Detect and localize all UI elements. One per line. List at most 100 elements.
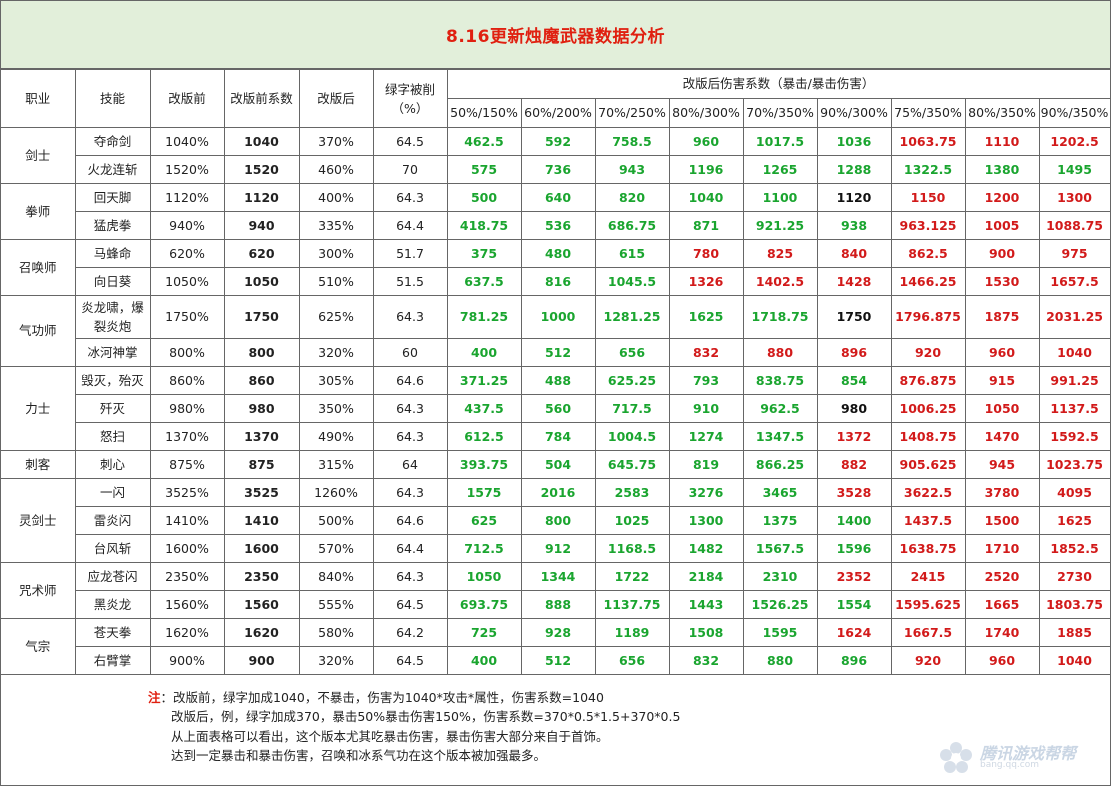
damage-value-cell: 1526.25 bbox=[742, 590, 818, 619]
damage-value-cell: 512 bbox=[520, 338, 596, 367]
damage-value-cell: 1036 bbox=[816, 127, 892, 156]
coef-cell: 1370 bbox=[223, 422, 300, 451]
damage-value-cell: 1567.5 bbox=[742, 534, 818, 563]
damage-value-cell: 3465 bbox=[742, 478, 818, 507]
damage-value-cell: 1667.5 bbox=[890, 618, 966, 647]
table-row: 召唤师 马蜂命 620% 620 300% 51.7 375 480 615 780 825 840 8… bbox=[1, 239, 1111, 296]
damage-value-cell: 2583 bbox=[594, 478, 670, 507]
damage-value-cell: 1300 bbox=[668, 506, 744, 535]
cut-cell: 51.5 bbox=[372, 267, 448, 296]
cut-cell: 64 bbox=[372, 450, 448, 479]
damage-value-cell: 1137.75 bbox=[594, 590, 670, 619]
damage-value-cell: 991.25 bbox=[1038, 366, 1111, 395]
header-before-coef: 改版前系数 bbox=[223, 69, 300, 128]
damage-value-cell: 1040 bbox=[1038, 338, 1111, 367]
cut-cell: 64.4 bbox=[372, 211, 448, 240]
note-line-3: 从上面表格可以看出，这个版本尤其吃暴击伤害，暴击伤害大部分来自于首饰。 bbox=[171, 728, 609, 744]
before-cell: 1560% bbox=[149, 590, 225, 619]
damage-value-cell: 500 bbox=[446, 183, 522, 212]
coef-cell: 1120 bbox=[223, 183, 300, 212]
skill-cell: 火龙连斩 bbox=[74, 155, 151, 184]
damage-value-cell: 980 bbox=[816, 394, 892, 423]
damage-value-cell: 1400 bbox=[816, 506, 892, 535]
damage-value-cell: 1624 bbox=[816, 618, 892, 647]
damage-value-cell: 945 bbox=[964, 450, 1040, 479]
rate-header-cell: 90%/300% bbox=[816, 98, 892, 128]
damage-value-cell: 1202.5 bbox=[1038, 127, 1111, 156]
damage-value-cell: 2352 bbox=[816, 562, 892, 591]
damage-value-cell: 920 bbox=[890, 646, 966, 675]
damage-value-cell: 1592.5 bbox=[1038, 422, 1111, 451]
before-cell: 620% bbox=[149, 239, 225, 268]
before-cell: 2350% bbox=[149, 562, 225, 591]
damage-value-cell: 1596 bbox=[816, 534, 892, 563]
watermark-brand: 腾讯游戏帮帮 bbox=[980, 744, 1077, 763]
damage-value-cell: 1625 bbox=[668, 295, 744, 339]
skill-cell: 马蜂命 bbox=[74, 239, 151, 268]
header-skill: 技能 bbox=[74, 69, 151, 128]
damage-value-cell: 1100 bbox=[742, 183, 818, 212]
damage-value-cell: 1200 bbox=[964, 183, 1040, 212]
skill-cell: 毁灭，殆灭 bbox=[74, 366, 151, 395]
damage-value-cell: 1803.75 bbox=[1038, 590, 1111, 619]
note-line-4: 达到一定暴击和暴击伤害，召唤和冰系气功在这个版本被加强最多。 bbox=[171, 748, 547, 764]
before-cell: 1370% bbox=[149, 422, 225, 451]
skill-cell: 向日葵 bbox=[74, 267, 151, 296]
damage-value-cell: 1110 bbox=[964, 127, 1040, 156]
after-cell: 460% bbox=[298, 155, 374, 184]
damage-value-cell: 880 bbox=[742, 646, 818, 675]
damage-value-cell: 560 bbox=[520, 394, 596, 423]
damage-value-cell: 2184 bbox=[668, 562, 744, 591]
damage-value-cell: 888 bbox=[520, 590, 596, 619]
damage-value-cell: 862.5 bbox=[890, 239, 966, 268]
damage-value-cell: 962.5 bbox=[742, 394, 818, 423]
after-cell: 400% bbox=[298, 183, 374, 212]
table-row: 刺客 刺心 875% 875 315% 64 393.75 504 645.75 819 866.2… bbox=[1, 450, 1111, 479]
table-row: 右臂掌 900% 900 320% 64.5 400 512 656 832 880 896 920 9… bbox=[1, 646, 1111, 675]
after-cell: 625% bbox=[298, 295, 374, 339]
damage-value-cell: 920 bbox=[890, 338, 966, 367]
damage-value-cell: 1443 bbox=[668, 590, 744, 619]
damage-value-cell: 437.5 bbox=[446, 394, 522, 423]
note-text-1: ：改版前，绿字加成1040，不暴击，伤害为1040*攻击*属性，伤害系数=104… bbox=[160, 690, 604, 705]
damage-value-cell: 400 bbox=[446, 646, 522, 675]
before-cell: 1040% bbox=[149, 127, 225, 156]
damage-value-cell: 512 bbox=[520, 646, 596, 675]
after-cell: 370% bbox=[298, 127, 374, 156]
damage-value-cell: 780 bbox=[668, 239, 744, 268]
damage-value-cell: 1265 bbox=[742, 155, 818, 184]
skill-cell: 夺命剑 bbox=[74, 127, 151, 156]
damage-value-cell: 928 bbox=[520, 618, 596, 647]
damage-value-cell: 375 bbox=[446, 239, 522, 268]
damage-value-cell: 876.875 bbox=[890, 366, 966, 395]
skill-cell: 雷炎闪 bbox=[74, 506, 151, 535]
before-cell: 1520% bbox=[149, 155, 225, 184]
header-green-cut: 绿字被削 （%） bbox=[372, 69, 448, 128]
table-row: 火龙连斩 1520% 1520 460% 70 575 736 943 1196 1265 1288… bbox=[1, 155, 1111, 184]
rate-header-cell: 70%/350% bbox=[742, 98, 818, 128]
skill-cell: 黑炎龙 bbox=[74, 590, 151, 619]
damage-value-cell: 784 bbox=[520, 422, 596, 451]
damage-value-cell: 915 bbox=[964, 366, 1040, 395]
notes-area: 注：改版前，绿字加成1040，不暴击，伤害为1040*攻击*属性，伤害系数=10… bbox=[1, 674, 1110, 785]
damage-value-cell: 1137.5 bbox=[1038, 394, 1111, 423]
damage-value-cell: 975 bbox=[1038, 239, 1111, 268]
damage-value-cell: 900 bbox=[964, 239, 1040, 268]
damage-value-cell: 1372 bbox=[816, 422, 892, 451]
after-cell: 555% bbox=[298, 590, 374, 619]
damage-value-cell: 1375 bbox=[742, 506, 818, 535]
damage-value-cell: 1437.5 bbox=[890, 506, 966, 535]
damage-value-cell: 1595.625 bbox=[890, 590, 966, 619]
damage-value-cell: 3528 bbox=[816, 478, 892, 507]
table-row: 拳师 回天脚 1120% 1120 400% 64.3 500 640 820 1040 1100 1… bbox=[1, 183, 1111, 240]
cut-cell: 64.5 bbox=[372, 127, 448, 156]
damage-value-cell: 758.5 bbox=[594, 127, 670, 156]
damage-value-cell: 1150 bbox=[890, 183, 966, 212]
damage-value-cell: 838.75 bbox=[742, 366, 818, 395]
cut-cell: 64.3 bbox=[372, 295, 448, 339]
table-row: 歼灭 980% 980 350% 64.3 437.5 560 717.5 910 962.5 98… bbox=[1, 394, 1111, 423]
before-cell: 980% bbox=[149, 394, 225, 423]
damage-value-cell: 1050 bbox=[964, 394, 1040, 423]
header-after-group: 改版后伤害系数（暴击/暴击伤害） bbox=[446, 69, 1111, 99]
table-row: 灵剑士 一闪 3525% 3525 1260% 64.3 1575 2016 2583 3276 3… bbox=[1, 478, 1111, 563]
